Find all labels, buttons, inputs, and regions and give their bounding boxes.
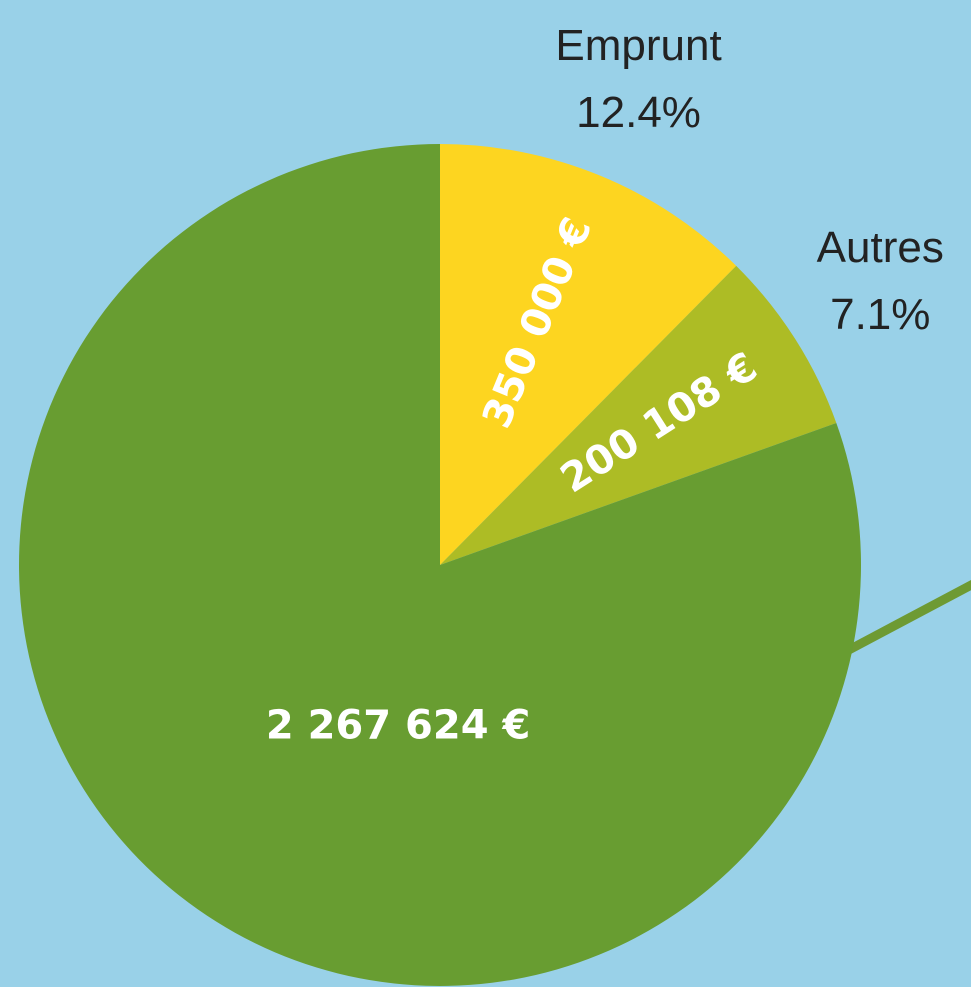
value-label: 2 267 624 €	[266, 703, 530, 749]
category-label: Emprunt	[555, 21, 721, 70]
pie-slice	[440, 144, 737, 565]
percent-label: 12.4%	[576, 88, 701, 137]
pie-slice	[19, 144, 862, 987]
leader-line	[842, 580, 971, 656]
category-label: Autres	[817, 223, 944, 272]
pie-slice	[440, 265, 837, 565]
percent-label: 7.1%	[830, 290, 930, 339]
